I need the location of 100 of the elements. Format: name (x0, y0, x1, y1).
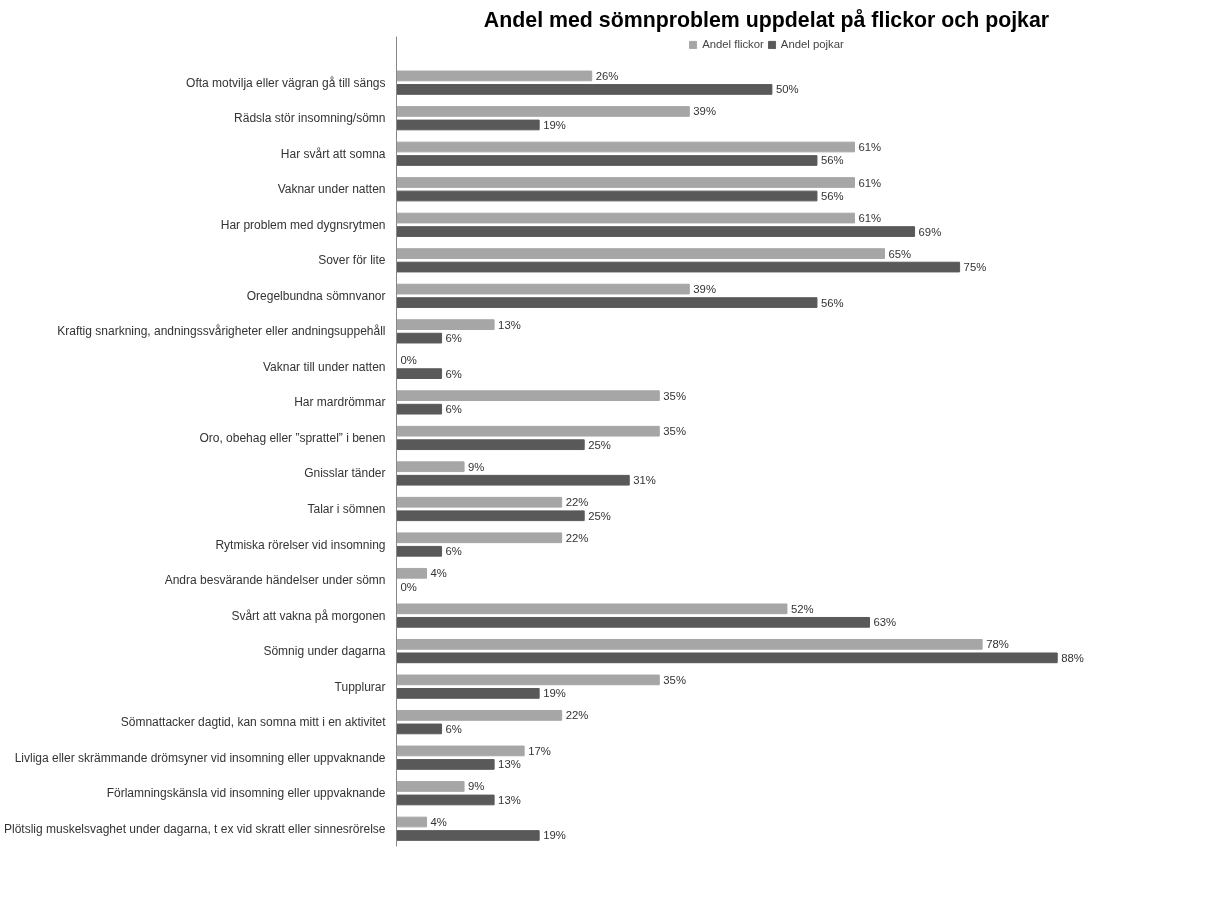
bar (396, 212, 855, 224)
y-tick-label: Oro, obehag eller ”sprattel” i benen (199, 430, 386, 445)
bar (396, 723, 443, 735)
data-label: 19% (543, 829, 566, 842)
bar (396, 119, 540, 131)
bar (396, 248, 886, 259)
data-label: 13% (498, 758, 521, 771)
bar (396, 177, 855, 188)
data-label: 9% (468, 460, 485, 473)
bar (396, 710, 563, 721)
data-label: 61% (858, 140, 882, 153)
bar (396, 616, 871, 628)
legend-label: Andel flickor (702, 38, 764, 50)
bar (396, 226, 916, 237)
bar (396, 496, 563, 508)
data-label: 4% (430, 815, 447, 828)
data-label: 56% (820, 296, 844, 309)
y-tick-label: Sover för lite (318, 253, 386, 268)
y-tick-label: Oregelbundna sömnvanor (246, 288, 386, 303)
bar (396, 532, 563, 544)
data-label: 6% (445, 367, 462, 380)
data-label: 65% (888, 247, 912, 260)
bar (396, 84, 773, 95)
bar (396, 297, 818, 308)
bar (396, 283, 690, 295)
data-label: 6% (445, 545, 462, 558)
data-label: 22% (565, 531, 589, 544)
data-label: 25% (588, 509, 611, 522)
y-tick-label: Har svårt att somna (280, 146, 386, 161)
y-tick-label: Har mardrömmar (294, 395, 386, 410)
y-tick-label: Svårt att vakna på morgonen (231, 608, 386, 623)
data-label: 88% (1061, 651, 1084, 664)
data-label: 25% (588, 438, 611, 451)
chart-title: Andel med sömnproblem uppdelat på flickor och pojkar (483, 7, 1050, 32)
data-label: 78% (986, 638, 1009, 651)
data-label: 61% (858, 212, 882, 225)
bar (396, 830, 540, 841)
data-label: 39% (693, 105, 716, 118)
bar (396, 390, 660, 402)
y-tick-label: Plötslig muskelsvaghet under dagarna, t ex vid skratt eller sinnesrörelse (3, 821, 386, 836)
bar (396, 155, 818, 166)
data-label: 6% (445, 332, 462, 345)
data-label: 63% (873, 616, 897, 629)
bar (396, 674, 660, 686)
y-tick-label: Har problem med dygnsrytmen (220, 217, 386, 232)
bar (396, 794, 495, 806)
data-label: 39% (693, 283, 716, 296)
data-label: 6% (445, 722, 462, 735)
data-label: 52% (790, 602, 814, 615)
bar (396, 781, 465, 792)
bar (396, 816, 428, 828)
bar (396, 439, 585, 451)
data-label: 61% (858, 176, 882, 189)
y-tick-label: Vaknar under natten (277, 182, 386, 197)
y-tick-label: Andra besvärande händelser under sömn (164, 573, 386, 588)
data-label: 35% (663, 673, 686, 686)
y-tick-label: Sömnig under dagarna (263, 644, 386, 659)
bar (396, 70, 593, 82)
data-label: 75% (963, 261, 987, 274)
bar (396, 759, 495, 770)
legend-label: Andel pojkar (780, 38, 844, 50)
bar (396, 141, 855, 153)
bar (396, 567, 428, 579)
bar (396, 319, 495, 330)
bar (396, 106, 690, 117)
bar (396, 545, 443, 557)
data-label: 19% (543, 687, 566, 700)
y-tick-label: Ofta motvilja eller vägran gå till sängs (186, 75, 386, 90)
bar (396, 603, 788, 615)
bar (396, 474, 630, 486)
bar (396, 368, 443, 379)
data-label: 0% (400, 354, 417, 367)
y-tick-label: Kraftig snarkning, andningssvårigheter eller andningsuppehåll (57, 324, 386, 339)
bar (396, 403, 443, 415)
data-label: 56% (820, 190, 844, 203)
bar (396, 652, 1058, 664)
data-label: 69% (918, 225, 942, 238)
y-tick-label: Livliga eller skrämmande drömsyner vid insomning eller uppvaknande (14, 750, 386, 765)
bar (396, 261, 961, 273)
y-tick-label: Rytmiska rörelser vid insomning (215, 537, 386, 552)
data-label: 56% (820, 154, 844, 167)
bar (396, 688, 540, 699)
data-label: 6% (445, 403, 462, 416)
y-tick-label: Rädsla stör insomning/sömn (234, 111, 386, 126)
y-tick-label: Sömnattacker dagtid, kan somna mitt i en aktivitet (120, 715, 387, 730)
bar (396, 510, 585, 522)
data-label: 13% (498, 793, 521, 806)
y-tick-label: Tupplurar (334, 679, 386, 694)
bar (396, 425, 660, 437)
data-label: 22% (565, 709, 589, 722)
y-tick-label: Förlamningskänsla vid insomning eller uppvaknande (106, 786, 386, 801)
data-label: 35% (663, 389, 686, 402)
data-label: 0% (400, 580, 417, 593)
data-label: 50% (775, 83, 799, 96)
y-tick-label: Gnisslar tänder (304, 466, 386, 481)
bar (396, 745, 525, 757)
y-tick-label: Vaknar till under natten (262, 359, 386, 374)
data-label: 4% (430, 567, 447, 580)
data-label: 35% (663, 425, 686, 438)
data-label: 22% (565, 496, 589, 509)
